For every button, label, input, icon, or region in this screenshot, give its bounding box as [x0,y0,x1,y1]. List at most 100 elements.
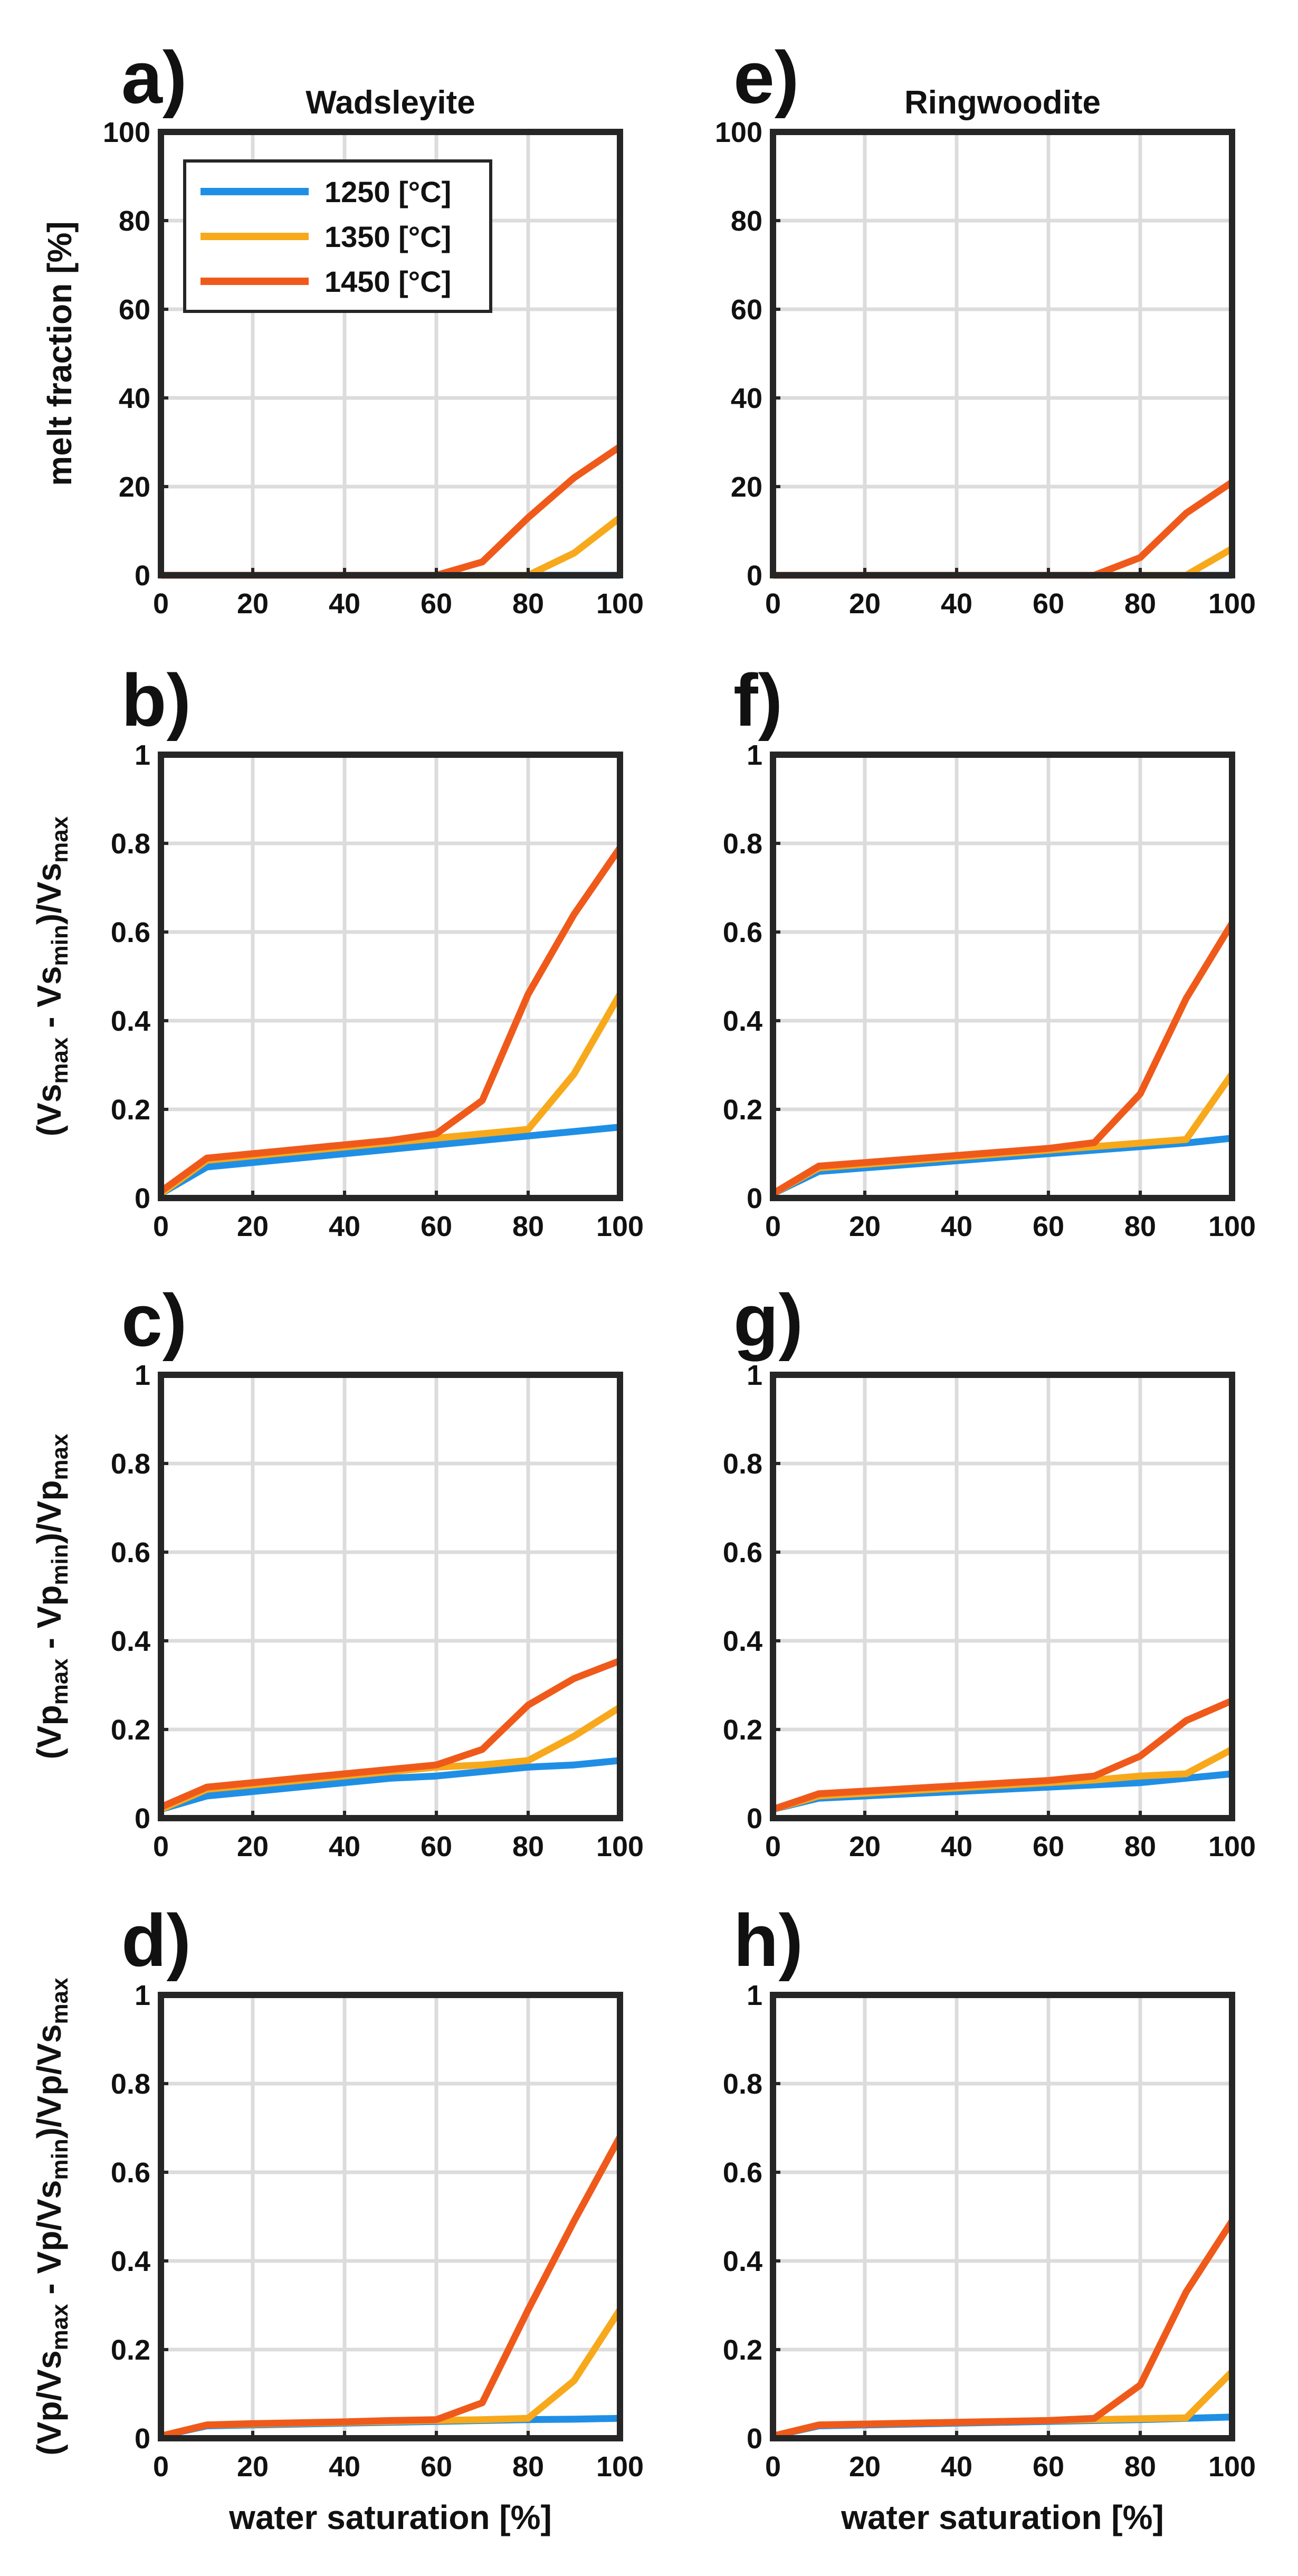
y-tick-label: 1 [135,1980,150,2011]
x-tick-label: 0 [153,2451,169,2483]
panel-e: e) 0 20 40 60 80 100 0 20 40 60 80 100 [715,36,1256,620]
x-tick-label: 20 [237,2451,269,2483]
x-tick-label: 100 [1208,588,1256,620]
x-tick-label: 60 [421,1831,452,1862]
x-tick-label: 80 [512,588,544,620]
panel-f: f) 0 20 40 60 80 100 0 0.2 0.4 0.6 0.8 1 [723,659,1256,1242]
x-tick-label: 40 [941,1211,972,1242]
x-tick-label: 100 [596,2451,644,2483]
y-tick-label: 100 [715,117,762,148]
y-tick-label: 0 [747,1803,762,1834]
y-tick-label: 0.4 [111,2246,150,2277]
y-axis-label-part: )/Vp [30,1480,68,1544]
y-tick-label: 0.6 [723,2157,762,2189]
y-tick-label: 40 [731,383,762,414]
y-axis-label-subscript: max [47,2304,73,2351]
axes-frame [158,752,623,1201]
series-line-1450 [771,1697,1234,1813]
series-line-1450 [159,845,623,1194]
x-tick-label: 20 [849,588,881,620]
x-tick-label: 100 [1208,2451,1256,2483]
x-tick-label: 0 [153,1831,169,1862]
y-tick-label: 80 [119,205,150,237]
plot-area [161,1995,620,2438]
x-tick-label: 0 [765,2451,781,2483]
x-tick-label: 20 [237,1211,269,1242]
x-tick-label: 0 [765,1831,781,1862]
x-tick-label: 60 [421,588,452,620]
x-tick-label: 0 [153,1211,169,1242]
y-axis-label-part: - Vp/Vs [30,2180,68,2304]
series-line-1450 [159,1657,622,1810]
y-tick-label: 0.8 [111,828,150,860]
plot-area [773,132,1232,575]
y-axis-label-part: - Vp [30,1585,68,1659]
y-tick-label: 0.4 [723,2246,762,2277]
legend: 1250 [°C] 1350 [°C] 1450 [°C] [183,159,492,313]
x-axis-label: water saturation [%] [841,2498,1164,2536]
panel-label: c) [121,1279,187,1362]
y-tick-label: 100 [103,117,150,148]
x-tick-label: 60 [1033,1211,1064,1242]
series-line-1450 [771,921,1235,1197]
y-tick-label: 0.8 [723,828,762,860]
y-tick-label: 0 [135,1803,150,1834]
y-axis-label-subscript: min [47,925,73,966]
x-axis-label: water saturation [%] [228,2498,552,2536]
y-axis-label-part: (Vs [30,1084,68,1137]
series-line-1250 [159,1124,621,1197]
x-tick-label: 40 [941,588,972,620]
x-tick-label: 40 [329,1831,360,1862]
y-tick-label: 80 [731,205,762,237]
y-tick-label: 0 [747,560,762,592]
x-tick-label: 80 [1124,2451,1156,2483]
y-tick-label: 0.6 [111,2157,150,2189]
x-tick-label: 60 [421,2451,452,2483]
x-tick-label: 80 [512,2451,544,2483]
panel-a: a) 0 20 40 60 80 100 0 20 40 60 80 100 melt fraction … [41,36,644,620]
y-tick-label: 0.6 [111,917,150,948]
plot-area [161,1375,620,1818]
y-tick-label: 0.2 [723,1714,762,1746]
legend-label: 1250 [°C] [324,175,451,208]
x-tick-label: 20 [849,1211,881,1242]
x-tick-label: 0 [765,1211,781,1242]
x-tick-label: 80 [1124,1831,1156,1862]
panel-label: g) [733,1279,803,1362]
plot-area [773,755,1232,1198]
y-axis-label-subscript: max [47,1658,73,1705]
y-tick-label: 0.2 [111,2334,150,2366]
y-tick-label: 1 [135,1360,150,1391]
y-tick-label: 0 [135,1183,150,1214]
x-tick-label: 100 [1208,1831,1256,1862]
legend-label: 1450 [°C] [324,265,451,298]
y-tick-label: 60 [731,294,762,326]
panel-label: b) [121,659,191,742]
y-axis-label-part: (Vp/Vs [30,2350,68,2455]
y-axis-label-subscript: min [47,2138,73,2180]
panel-h: h) 0 20 40 60 80 100 0 0.2 0.4 0.6 0.8 1 water satura… [723,1899,1256,2536]
x-tick-label: 40 [329,2451,360,2483]
x-tick-label: 60 [1033,2451,1064,2483]
plot-area [773,1995,1232,2438]
y-axis-label: (Vp/Vsmax - Vp/Vsmin)/Vp/Vsmax [30,1978,73,2456]
y-axis-label-subscript: max [47,1037,73,1084]
y-tick-label: 20 [731,471,762,503]
y-tick-label: 0.4 [111,1005,150,1037]
axes-frame [770,1372,1235,1821]
y-axis-label-part: - Vs [30,966,68,1037]
y-tick-label: 0.8 [723,2068,762,2100]
y-tick-label: 0.4 [111,1626,150,1657]
legend-label: 1350 [°C] [324,220,451,253]
y-tick-label: 0.4 [723,1005,762,1037]
y-tick-label: 0 [135,560,150,592]
x-tick-label: 40 [941,1831,972,1862]
plot-area [773,1375,1232,1818]
y-axis-label-part: )/Vs [30,863,68,925]
x-tick-label: 60 [421,1211,452,1242]
axes-frame [770,752,1235,1201]
y-tick-label: 0.6 [111,1537,150,1569]
series-line-1450 [160,2135,623,2440]
